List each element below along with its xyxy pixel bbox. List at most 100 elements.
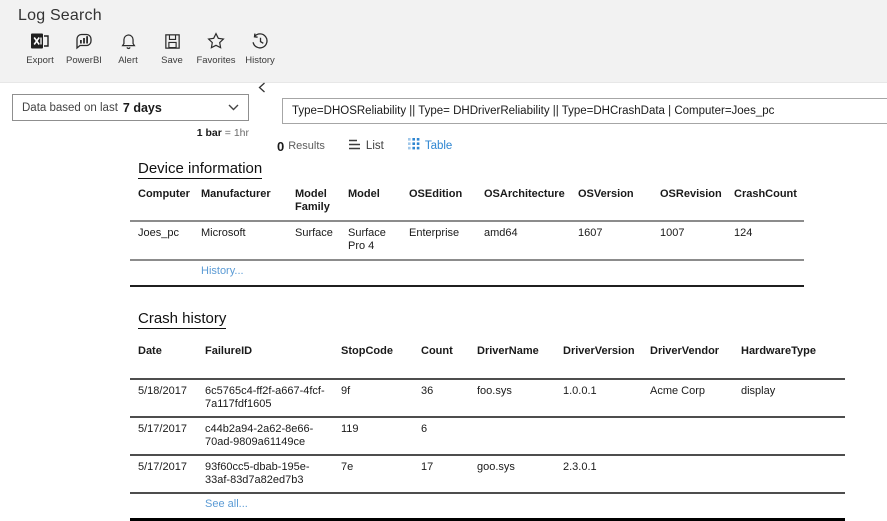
alert-button[interactable]: Alert	[106, 30, 150, 76]
cell-drivervendor	[642, 455, 733, 493]
cell-model: Surface Pro 4	[348, 227, 386, 252]
column-header: HardwareType	[741, 345, 816, 357]
column-header: DriverName	[477, 345, 539, 357]
cell-hardwaretype	[733, 455, 845, 493]
cell-model-family: Surface	[295, 227, 333, 239]
list-toggle-label: List	[365, 140, 384, 152]
cell-failureid: 93f60cc5-dbab-195e-33af-83d7a82ed7b3	[205, 461, 310, 486]
cell-driverversion	[555, 417, 642, 455]
page-title: Log Search	[18, 7, 102, 24]
see-all-link[interactable]: See all...	[205, 498, 248, 510]
cell-drivervendor	[642, 417, 733, 455]
export-label: Export	[26, 55, 54, 66]
table-view-toggle[interactable]: Table	[407, 137, 453, 155]
column-header: Model	[348, 188, 380, 200]
cell-date: 5/17/2017	[138, 461, 187, 473]
results-count-label: Results	[288, 140, 325, 152]
results-bar: 0 Results List Table	[277, 137, 452, 155]
cell-osedition: Enterprise	[409, 227, 460, 239]
cell-crashcount: 124	[734, 227, 753, 239]
cell-count: 6	[421, 423, 428, 435]
table-row: 5/18/2017 6c5765c4-ff2f-a667-4fcf-7a117f…	[130, 379, 845, 417]
app-header: Log Search Export	[0, 0, 887, 83]
cell-hardwaretype: display	[741, 385, 776, 397]
column-header: OSArchitecture	[484, 188, 565, 200]
device-table-header-row: Computer Manufacturer Model Family Model…	[130, 183, 804, 221]
device-information-title: Device information	[138, 160, 263, 179]
results-count: 0	[277, 138, 285, 154]
cell-stopcode: 9f	[341, 385, 351, 397]
table-row: 5/17/2017 c44b2a94-2a62-8e66-70ad-9809a6…	[130, 417, 845, 455]
powerbi-icon	[74, 30, 94, 52]
cell-computer: Joes_pc	[138, 227, 179, 239]
device-link-row: History...	[130, 260, 804, 286]
cell-osarchitecture: amd64	[484, 227, 518, 239]
history-clock-icon	[250, 30, 270, 52]
column-header: DriverVendor	[650, 345, 720, 357]
save-button[interactable]: Save	[150, 30, 194, 76]
cell-drivername: foo.sys	[477, 385, 512, 397]
alert-label: Alert	[118, 55, 138, 66]
favorites-button[interactable]: Favorites	[194, 30, 238, 76]
cell-driverversion: 1.0.0.1	[563, 385, 597, 397]
query-input[interactable]: Type=DHOSReliability || Type= DHDriverRe…	[282, 98, 887, 124]
device-information-table: Computer Manufacturer Model Family Model…	[130, 183, 804, 287]
floppy-save-icon	[163, 30, 182, 52]
time-range-prefix: Data based on last	[22, 101, 118, 114]
column-header: StopCode	[341, 345, 393, 357]
cell-osrevision: 1007	[660, 227, 685, 239]
column-header: OSEdition	[409, 188, 463, 200]
history-link[interactable]: History...	[201, 265, 244, 277]
column-header: Count	[421, 345, 453, 357]
column-header: Manufacturer	[201, 188, 271, 200]
column-header: CrashCount	[734, 188, 797, 200]
cell-drivername	[469, 417, 555, 455]
cell-stopcode: 119	[341, 423, 359, 435]
query-text: Type=DHOSReliability || Type= DHDriverRe…	[292, 105, 775, 117]
cell-osversion: 1607	[578, 227, 603, 239]
table-row: Joes_pc Microsoft Surface Surface Pro 4 …	[130, 221, 804, 260]
cell-drivervendor: Acme Corp	[650, 385, 706, 397]
collapse-sidebar-button[interactable]	[258, 80, 266, 98]
chevron-left-icon	[258, 80, 266, 97]
list-icon	[348, 137, 361, 155]
column-header: DriverVersion	[563, 345, 635, 357]
bar-scale-bold: 1 bar	[196, 127, 222, 139]
time-range-dropdown[interactable]: Data based on last 7 days	[12, 94, 249, 121]
chevron-down-icon	[228, 104, 239, 112]
column-header: Computer	[138, 188, 190, 200]
table-toggle-label: Table	[424, 140, 453, 152]
list-view-toggle[interactable]: List	[348, 137, 384, 155]
excel-export-icon	[30, 30, 50, 52]
column-header: OSRevision	[660, 188, 722, 200]
cell-stopcode: 7e	[341, 461, 354, 473]
powerbi-label: PowerBI	[66, 55, 102, 66]
cell-manufacturer: Microsoft	[201, 227, 246, 239]
cell-drivername: goo.sys	[477, 461, 515, 473]
toolbar: Export PowerBI	[18, 30, 282, 76]
bar-scale-rest: = 1hr	[224, 127, 249, 139]
bar-scale-note: 1 bar = 1hr	[12, 127, 249, 139]
save-label: Save	[161, 55, 183, 66]
cell-hardwaretype	[733, 417, 845, 455]
history-button[interactable]: History	[238, 30, 282, 76]
cell-count: 36	[421, 385, 434, 397]
cell-failureid: c44b2a94-2a62-8e66-70ad-9809a61149ce	[205, 423, 314, 448]
history-label: History	[245, 55, 275, 66]
export-button[interactable]: Export	[18, 30, 62, 76]
column-header: Date	[138, 345, 162, 357]
column-header: OSVersion	[578, 188, 634, 200]
powerbi-button[interactable]: PowerBI	[62, 30, 106, 76]
star-icon	[206, 30, 226, 52]
crash-link-row: See all...	[130, 493, 845, 520]
column-header: Model Family	[295, 188, 330, 213]
time-range-value: 7 days	[122, 100, 162, 115]
table-row: 5/17/2017 93f60cc5-dbab-195e-33af-83d7a8…	[130, 455, 845, 493]
cell-driverversion: 2.3.0.1	[563, 461, 597, 473]
cell-failureid: 6c5765c4-ff2f-a667-4fcf-7a117fdf1605	[205, 385, 325, 410]
crash-table-header-row: Date FailureID StopCode Count DriverName…	[130, 333, 845, 379]
bell-icon	[119, 30, 138, 52]
crash-history-title: Crash history	[138, 310, 227, 329]
column-header: FailureID	[205, 345, 253, 357]
crash-history-table: Date FailureID StopCode Count DriverName…	[130, 333, 845, 521]
